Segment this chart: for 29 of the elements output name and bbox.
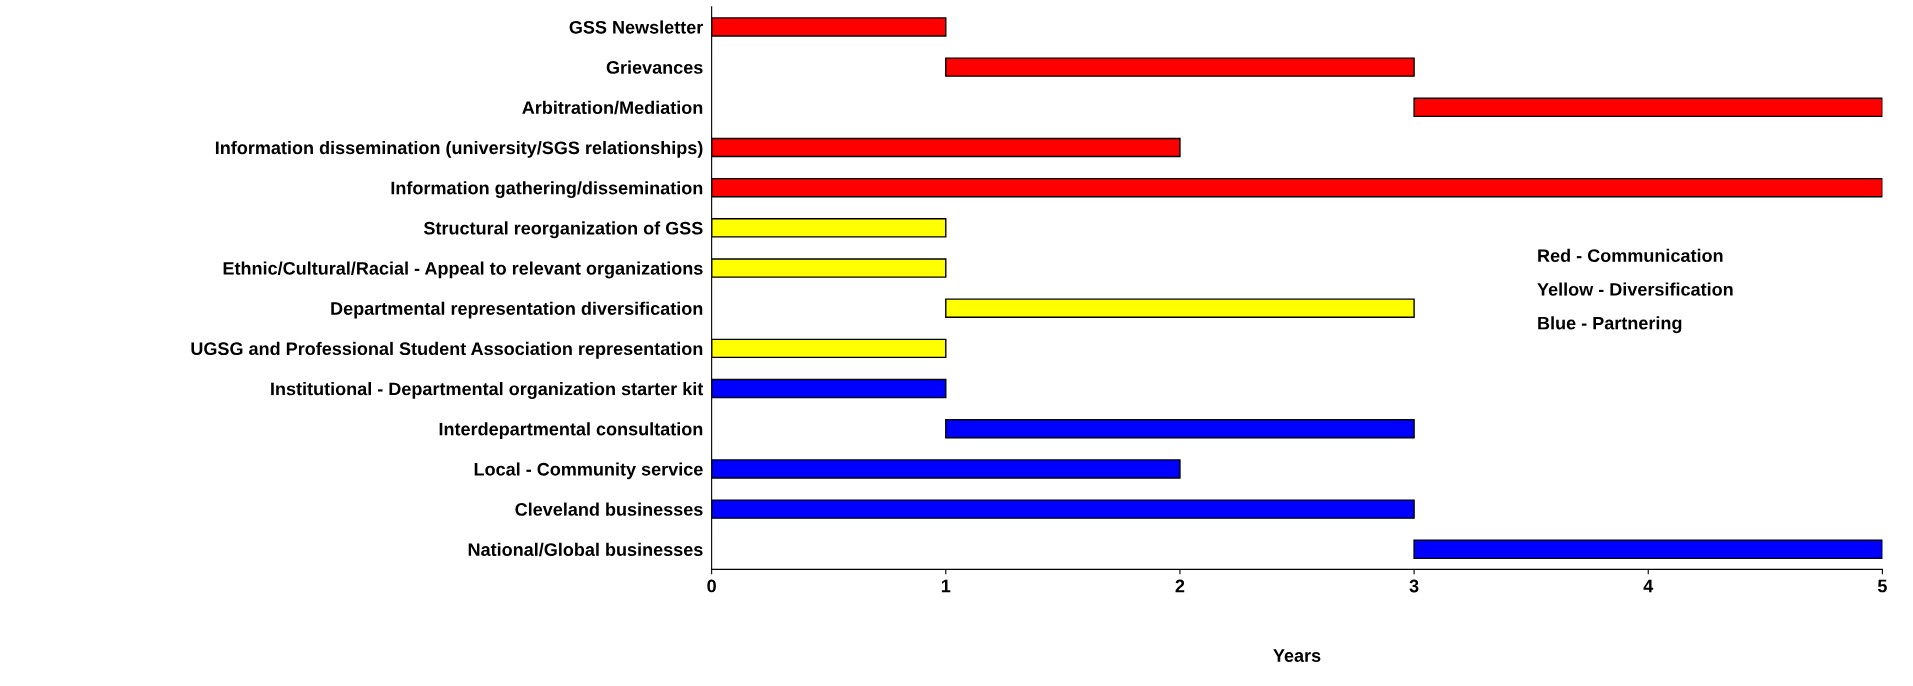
y-tick-label: GSS Newsletter	[569, 20, 704, 34]
bar	[945, 298, 1415, 318]
y-tick-label: Structural reorganization of GSS	[423, 221, 703, 239]
x-axis-title: Years	[1273, 649, 1321, 662]
y-tick-label: Interdepartmental consultation	[439, 422, 703, 440]
y-tick-label: Ethnic/Cultural/Racial - Appeal to relevant organizations	[223, 261, 703, 279]
x-tick-label: 2	[1175, 579, 1185, 593]
x-tick-label: 4	[1643, 579, 1654, 593]
bar	[1413, 539, 1883, 560]
y-tick-label: Grievances	[606, 60, 703, 74]
annotation: Blue - Partnering	[1538, 316, 1682, 334]
x-tick-label: 1	[941, 579, 951, 593]
bar	[945, 419, 1415, 439]
y-tick-label: Information gathering/dissemination	[391, 181, 703, 199]
y-tick-label: Information dissemination (university/SGS relationships)	[215, 140, 703, 158]
x-tick-label: 0	[707, 579, 716, 593]
x-tick-label: 3	[1409, 579, 1419, 593]
bar	[1413, 97, 1883, 118]
y-tick-label: Local - Community service	[474, 462, 703, 480]
y-tick-label: Departmental representation diversification	[331, 301, 703, 319]
y-tick-label: UGSG and Professional Student Association representation	[191, 341, 703, 359]
y-tick-label: Arbitration/Mediation	[522, 100, 703, 115]
y-tick-label: National/Global businesses	[468, 542, 703, 557]
x-tick-label: 5	[1877, 579, 1887, 593]
bar	[945, 57, 1415, 77]
annotation: Yellow - Diversification	[1537, 282, 1733, 296]
y-tick-label: Institutional - Departmental organization starter kit	[271, 382, 704, 399]
annotation: Red - Communication	[1538, 248, 1723, 263]
y-tick-label: Cleveland businesses	[515, 502, 703, 516]
